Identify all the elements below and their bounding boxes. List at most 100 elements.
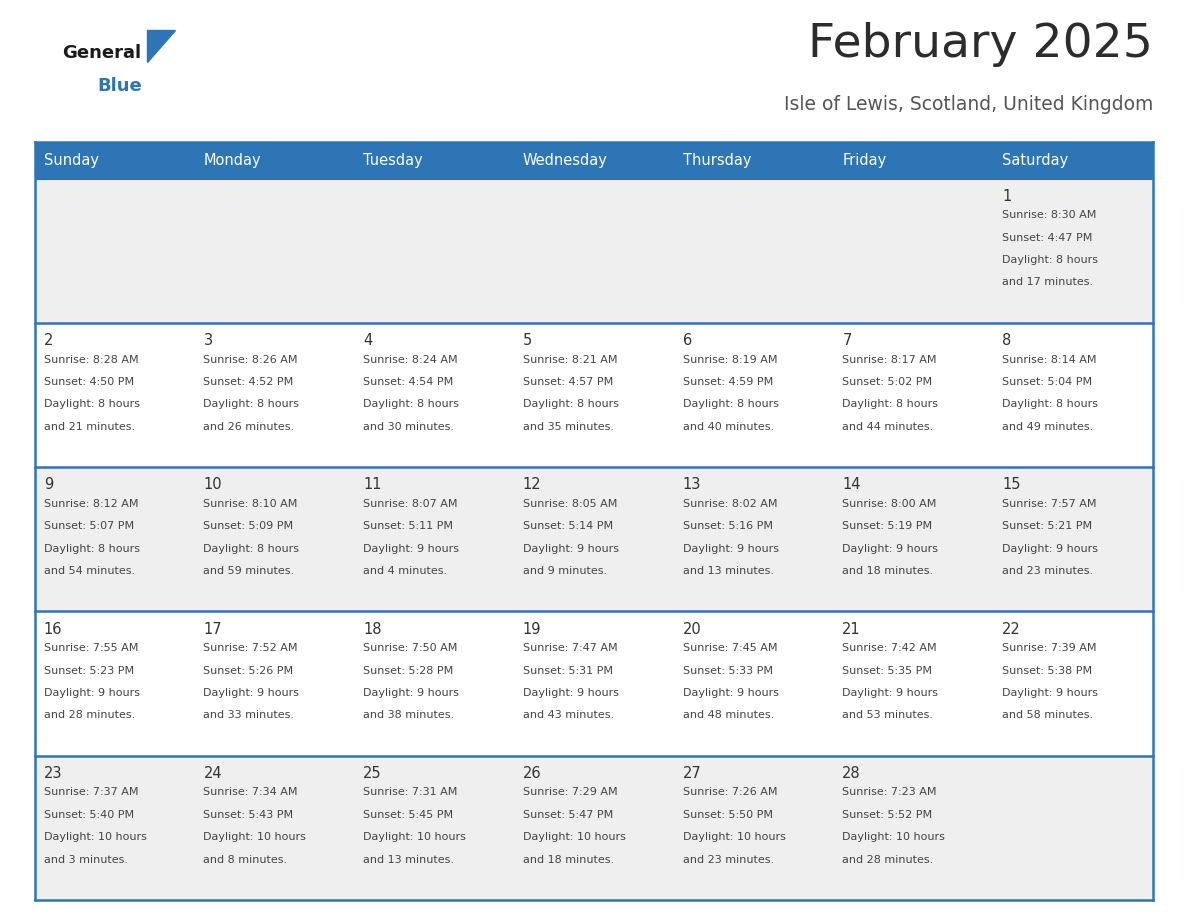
Bar [674,142,834,178]
Text: and 18 minutes.: and 18 minutes. [523,855,614,865]
Text: and 30 minutes.: and 30 minutes. [364,421,454,431]
Text: Daylight: 9 hours: Daylight: 9 hours [842,543,939,554]
Text: Sunset: 5:09 PM: Sunset: 5:09 PM [203,521,293,532]
Text: Sunset: 5:35 PM: Sunset: 5:35 PM [842,666,933,676]
Text: Sunset: 5:19 PM: Sunset: 5:19 PM [842,521,933,532]
Bar [34,611,1154,756]
Bar [34,756,1154,900]
Bar [34,467,1154,611]
Text: Sunrise: 7:23 AM: Sunrise: 7:23 AM [842,788,937,798]
Text: Daylight: 8 hours: Daylight: 8 hours [1001,399,1098,409]
Text: and 35 minutes.: and 35 minutes. [523,421,614,431]
Text: 12: 12 [523,477,542,492]
Text: Daylight: 9 hours: Daylight: 9 hours [683,543,778,554]
Polygon shape [147,30,175,62]
Text: 20: 20 [683,621,701,636]
Text: Sunset: 5:52 PM: Sunset: 5:52 PM [842,810,933,820]
Text: Daylight: 8 hours: Daylight: 8 hours [842,399,939,409]
Text: Sunrise: 7:47 AM: Sunrise: 7:47 AM [523,644,618,653]
Bar [195,142,354,178]
Text: Daylight: 9 hours: Daylight: 9 hours [1001,543,1098,554]
Text: Daylight: 9 hours: Daylight: 9 hours [1001,688,1098,698]
Text: Sunset: 4:50 PM: Sunset: 4:50 PM [44,377,134,386]
Text: 28: 28 [842,766,861,781]
Text: Daylight: 8 hours: Daylight: 8 hours [44,543,140,554]
Text: Sunrise: 7:57 AM: Sunrise: 7:57 AM [1001,498,1097,509]
Text: Sunrise: 8:00 AM: Sunrise: 8:00 AM [842,498,936,509]
Text: Sunset: 5:43 PM: Sunset: 5:43 PM [203,810,293,820]
Text: Daylight: 8 hours: Daylight: 8 hours [44,399,140,409]
Text: Sunrise: 7:50 AM: Sunrise: 7:50 AM [364,644,457,653]
Text: Sunset: 5:23 PM: Sunset: 5:23 PM [44,666,134,676]
Bar [354,142,514,178]
Text: 23: 23 [44,766,62,781]
Text: Blue: Blue [97,77,141,95]
Text: Daylight: 9 hours: Daylight: 9 hours [203,688,299,698]
Text: February 2025: February 2025 [808,22,1154,67]
Text: and 59 minutes.: and 59 minutes. [203,565,295,576]
Text: Monday: Monday [203,152,261,168]
Text: Sunset: 4:57 PM: Sunset: 4:57 PM [523,377,613,386]
Text: Sunset: 5:14 PM: Sunset: 5:14 PM [523,521,613,532]
Text: 3: 3 [203,333,213,348]
Text: Tuesday: Tuesday [364,152,423,168]
Text: and 49 minutes.: and 49 minutes. [1001,421,1093,431]
Text: and 13 minutes.: and 13 minutes. [683,565,773,576]
Text: Sunrise: 8:30 AM: Sunrise: 8:30 AM [1001,210,1097,220]
Text: Wednesday: Wednesday [523,152,608,168]
Text: Sunset: 5:40 PM: Sunset: 5:40 PM [44,810,134,820]
Text: Daylight: 10 hours: Daylight: 10 hours [203,833,307,842]
Text: Sunrise: 7:39 AM: Sunrise: 7:39 AM [1001,644,1097,653]
Text: Sunrise: 7:26 AM: Sunrise: 7:26 AM [683,788,777,798]
Text: and 43 minutes.: and 43 minutes. [523,711,614,721]
Text: and 28 minutes.: and 28 minutes. [842,855,934,865]
Text: 10: 10 [203,477,222,492]
Text: and 44 minutes.: and 44 minutes. [842,421,934,431]
Bar [993,142,1154,178]
Text: Sunset: 4:52 PM: Sunset: 4:52 PM [203,377,293,386]
Text: Sunset: 5:47 PM: Sunset: 5:47 PM [523,810,613,820]
Text: Sunset: 4:47 PM: Sunset: 4:47 PM [1001,232,1093,242]
Text: Sunset: 5:02 PM: Sunset: 5:02 PM [842,377,933,386]
Text: 15: 15 [1001,477,1020,492]
Text: Sunset: 4:54 PM: Sunset: 4:54 PM [364,377,454,386]
Text: Daylight: 10 hours: Daylight: 10 hours [523,833,626,842]
Text: Sunrise: 8:28 AM: Sunrise: 8:28 AM [44,354,139,364]
Text: Sunset: 5:50 PM: Sunset: 5:50 PM [683,810,772,820]
Text: and 33 minutes.: and 33 minutes. [203,711,295,721]
Bar [34,142,195,178]
Text: and 54 minutes.: and 54 minutes. [44,565,135,576]
Text: Sunrise: 8:24 AM: Sunrise: 8:24 AM [364,354,457,364]
Text: Sunrise: 7:37 AM: Sunrise: 7:37 AM [44,788,138,798]
Text: Sunday: Sunday [44,152,99,168]
Text: Daylight: 8 hours: Daylight: 8 hours [1001,255,1098,265]
Bar [834,142,993,178]
Text: Sunset: 5:07 PM: Sunset: 5:07 PM [44,521,134,532]
Text: Daylight: 9 hours: Daylight: 9 hours [364,543,460,554]
Text: and 23 minutes.: and 23 minutes. [1001,565,1093,576]
Text: Sunrise: 8:07 AM: Sunrise: 8:07 AM [364,498,457,509]
Text: Sunrise: 7:34 AM: Sunrise: 7:34 AM [203,788,298,798]
Text: Thursday: Thursday [683,152,751,168]
Text: Isle of Lewis, Scotland, United Kingdom: Isle of Lewis, Scotland, United Kingdom [784,95,1154,114]
Text: Sunrise: 8:17 AM: Sunrise: 8:17 AM [842,354,937,364]
Text: Sunrise: 8:19 AM: Sunrise: 8:19 AM [683,354,777,364]
Text: and 28 minutes.: and 28 minutes. [44,711,135,721]
Text: Daylight: 10 hours: Daylight: 10 hours [842,833,946,842]
Text: Daylight: 10 hours: Daylight: 10 hours [364,833,466,842]
Text: 11: 11 [364,477,381,492]
Text: 5: 5 [523,333,532,348]
Text: and 9 minutes.: and 9 minutes. [523,565,607,576]
Bar [34,323,1154,467]
Text: and 58 minutes.: and 58 minutes. [1001,711,1093,721]
Text: and 4 minutes.: and 4 minutes. [364,565,448,576]
Text: Sunrise: 8:10 AM: Sunrise: 8:10 AM [203,498,298,509]
Text: Sunset: 5:45 PM: Sunset: 5:45 PM [364,810,454,820]
Text: 25: 25 [364,766,381,781]
Text: 24: 24 [203,766,222,781]
Text: 9: 9 [44,477,53,492]
Text: and 48 minutes.: and 48 minutes. [683,711,773,721]
Text: Daylight: 9 hours: Daylight: 9 hours [44,688,140,698]
Text: Sunset: 5:38 PM: Sunset: 5:38 PM [1001,666,1092,676]
Text: 8: 8 [1001,333,1011,348]
